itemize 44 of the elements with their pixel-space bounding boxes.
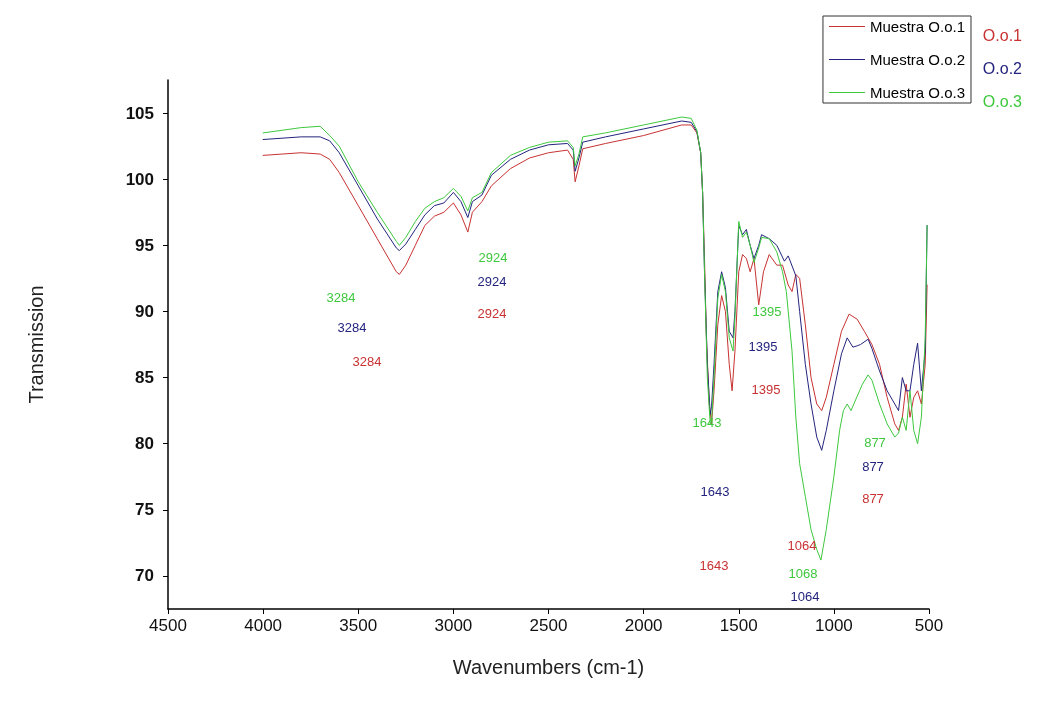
annotation: 1064 [790,588,820,604]
annotation: 1395 [752,303,782,319]
annotation: 2924 [477,305,507,321]
annotation: 1395 [748,338,778,354]
legend-label: Muestra O.o.1 [869,18,966,35]
annotation: 1643 [699,557,729,573]
annotation: 3284 [352,353,382,369]
y-tick-label: 85 [135,368,154,388]
y-axis-title: Transmission [25,285,47,404]
legend-label: Muestra O.o.2 [869,51,966,68]
x-tick-label: 1500 [719,616,758,635]
y-tick-label: 90 [135,301,154,321]
y-tick-label: 105 [125,103,154,123]
annotation: 877 [864,434,886,450]
text: O.o.2 [982,59,1023,77]
y-tick-label: 100 [125,169,154,189]
x-tick-label: 2500 [529,616,568,635]
x-tick-label: 4500 [149,616,187,635]
x-tick-label: 2000 [624,616,663,635]
annotation: 2924 [477,273,507,289]
y-tick-label: 75 [135,500,154,520]
legend-label: Muestra O.o.3 [869,84,966,101]
y-tick-label: 95 [135,235,154,255]
annotation: 3284 [326,289,356,305]
y-tick-label: 80 [135,434,154,454]
x-tick-label: 3500 [339,616,378,635]
x-tick-label: 4000 [244,616,283,635]
annotation: 1064 [787,537,817,553]
annotation: 1068 [788,565,818,581]
annotation: 1395 [751,381,781,397]
text: O.o.1 [982,26,1023,44]
annotation: 877 [862,458,884,474]
x-tick-label: 500 [914,616,944,635]
text: O.o.3 [982,92,1023,110]
annotation: 1643 [700,483,730,499]
annotation: 877 [862,490,884,506]
annotation: 3284 [337,319,367,335]
x-tick-label: 1000 [814,616,853,635]
y-tick-label: 70 [135,566,154,586]
annotation: 1643 [692,414,722,430]
x-tick-label: 3000 [434,616,473,635]
x-axis-title: Wavenumbers (cm-1) [452,656,645,678]
line-series [262,116,928,561]
annotation: 2924 [478,249,508,265]
